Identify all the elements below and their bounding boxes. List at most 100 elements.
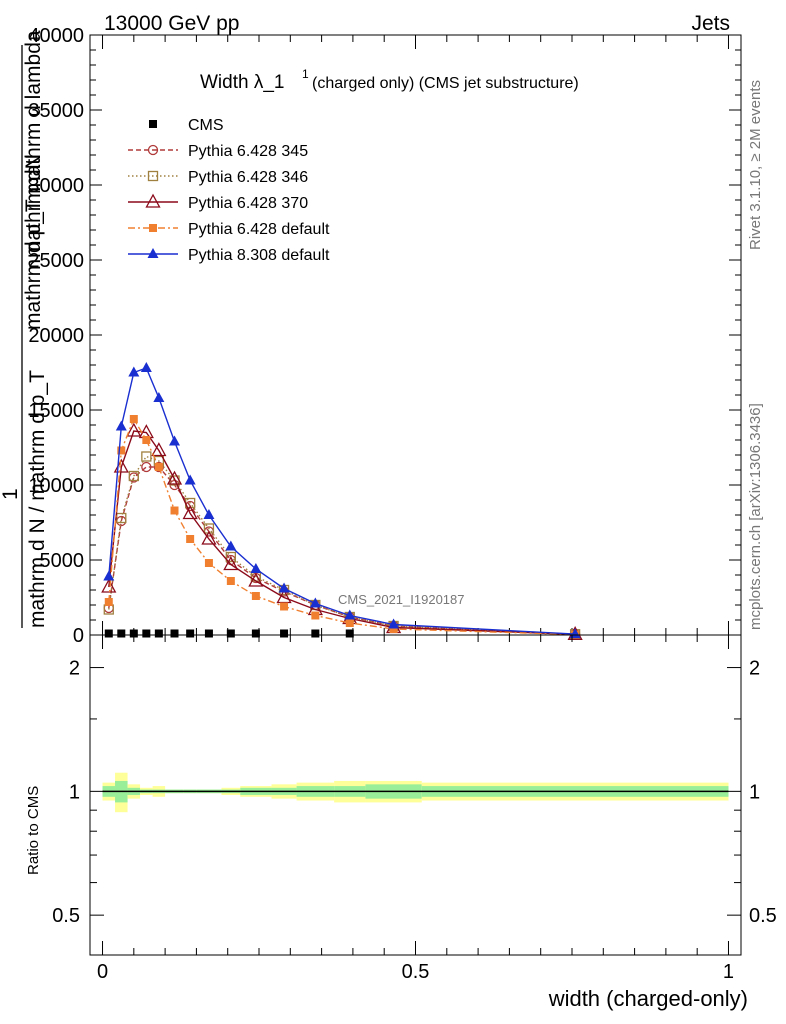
legend-item: CMS [149, 117, 224, 134]
y-tick-label: 15000 [28, 400, 84, 422]
data-point [128, 470, 139, 482]
ratio-y-tick-label: 0.5 [52, 905, 80, 927]
data-point [186, 629, 195, 638]
series-pythia-6-428-370 [101, 422, 583, 641]
data-point [182, 505, 198, 520]
source-reference-label: mcplots.cern.ch [arXiv:1306.3436] [747, 403, 764, 630]
y-axis-label-num: 1 [0, 488, 22, 500]
data-point [345, 629, 354, 638]
legend-label: Pythia 6.428 345 [188, 143, 308, 160]
data-point [147, 144, 159, 156]
data-point [116, 512, 127, 524]
data-point [151, 442, 167, 457]
data-point [142, 629, 151, 638]
data-point [140, 362, 152, 372]
y-axis-label: mathrm dN mathrm d p_T mathrm d lambda 1… [0, 30, 49, 628]
legend-label: Pythia 6.428 default [188, 221, 330, 238]
data-point [186, 535, 195, 543]
data-point [280, 629, 289, 638]
legend: CMS Pythia 6.428 345 Pythia 6.428 346 Pythi… [128, 117, 330, 264]
header-left-label: 13000 GeV pp [104, 12, 239, 35]
legend-item: Pythia 6.428 345 [128, 143, 308, 160]
legend-label: Pythia 6.428 346 [188, 169, 308, 186]
plot-title: Width λ_1 1 (charged only) (CMS jet subs… [200, 67, 579, 93]
data-point [117, 446, 126, 455]
data-point [129, 415, 138, 423]
data-point [147, 170, 159, 182]
data-point [389, 625, 398, 633]
data-point [204, 629, 213, 638]
data-point [153, 392, 165, 402]
y-tick-label: 30000 [28, 175, 84, 197]
y-tick-label: 35000 [28, 100, 84, 122]
ratio-y-tick-label: 2 [69, 658, 80, 680]
ratio-bands [102, 772, 729, 813]
data-point [311, 629, 320, 638]
legend-item: Pythia 6.428 346 [128, 169, 308, 186]
data-point [226, 629, 235, 638]
data-point [204, 559, 213, 567]
data-point [129, 629, 138, 638]
data-point [115, 420, 127, 431]
legend-item: Pythia 6.428 370 [128, 193, 308, 212]
y-axis-label-den: mathrm d N / mathrm d p_T [26, 370, 49, 628]
data-point [225, 551, 236, 563]
data-point [278, 582, 290, 593]
data-point [250, 563, 262, 573]
data-point [145, 193, 161, 208]
data-point [104, 598, 113, 606]
data-point [149, 224, 157, 232]
x-axis-label: width (charged-only) [548, 986, 748, 1011]
plot-title-subtitle: (charged only) (CMS jet substructure) [312, 75, 579, 92]
x-tick-label: 1 [723, 961, 734, 983]
data-point [248, 572, 264, 587]
ratio-axes: 0.5 0.5 1 1 2 2 0 0.5 1 [52, 635, 777, 983]
analysis-watermark: CMS_2021_I1920187 [338, 592, 465, 607]
ratio-plot: 0.5 0.5 1 1 2 2 0 0.5 1 Ratio to CMS width (char… [25, 634, 777, 1011]
legend-item: Pythia 6.428 default [128, 221, 330, 238]
y-axis-label-mid: mathrm d p_T mathrm d lambda [22, 30, 45, 330]
main-series [101, 362, 583, 641]
ratio-y-tick-label-right: 1 [749, 781, 760, 803]
legend-label: Pythia 8.308 default [188, 247, 330, 264]
main-plot: 0 5000 10000 15000 20000 25000 30000 35000 40000… [28, 25, 742, 647]
data-point [104, 629, 113, 638]
main-axes: 0 5000 10000 15000 20000 25000 30000 35000 40000 [28, 25, 741, 647]
data-point [128, 366, 140, 377]
data-point [184, 474, 196, 485]
series-line [108, 455, 576, 635]
data-point [154, 463, 163, 471]
data-point [166, 470, 183, 485]
data-point [345, 619, 354, 627]
ratio-y-axis-label: Ratio to CMS [25, 786, 42, 875]
data-point [309, 597, 321, 608]
y-tick-label: 5000 [40, 550, 85, 572]
data-point [344, 609, 356, 620]
data-point [251, 629, 260, 638]
plot-title-superscript: 1 [302, 67, 309, 81]
header-right-label: Jets [691, 12, 730, 35]
data-point [101, 578, 117, 593]
data-point [141, 461, 152, 473]
ratio-y-tick-label-right: 0.5 [749, 905, 777, 927]
data-point [154, 629, 163, 638]
data-point [103, 570, 115, 581]
data-point [280, 602, 289, 611]
y-tick-label: 25000 [28, 250, 84, 272]
data-point [170, 506, 179, 515]
data-point [226, 577, 235, 585]
data-point [311, 611, 320, 620]
data-point [170, 629, 179, 638]
legend-item: Pythia 8.308 default [128, 247, 330, 264]
series-cms [104, 629, 354, 638]
series-pythia-8-308-default [103, 362, 581, 639]
y-tick-label: 40000 [28, 25, 84, 47]
data-point [169, 435, 181, 446]
plot-title-main: Width λ_1 [200, 72, 284, 93]
data-point [251, 592, 260, 600]
x-tick-label: 0.5 [402, 961, 430, 983]
data-point [147, 248, 159, 258]
y-axis-label-top: mathrm dN [22, 154, 45, 258]
series-line [108, 466, 576, 635]
